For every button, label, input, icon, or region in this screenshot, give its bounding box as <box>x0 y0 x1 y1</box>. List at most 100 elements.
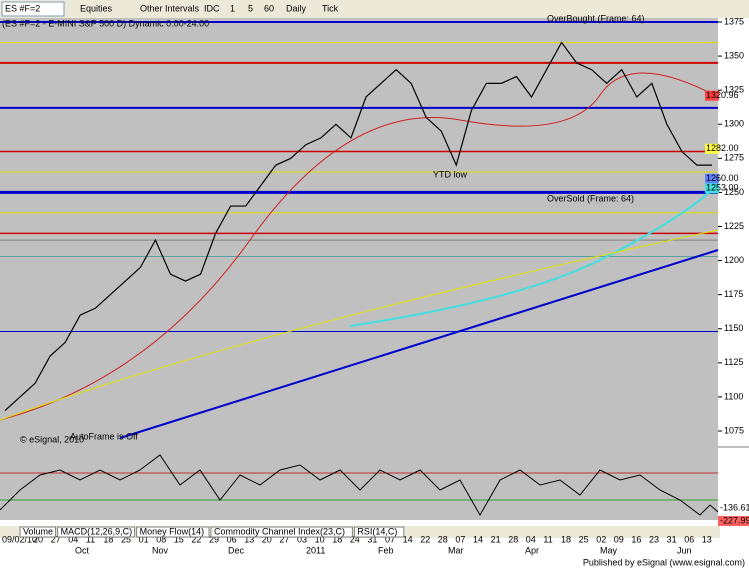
toolbar-button[interactable]: Daily <box>286 3 307 13</box>
toolbar-button[interactable]: 5 <box>248 3 253 13</box>
toolbar-button[interactable]: 1 <box>230 3 235 13</box>
oscillator-panel <box>0 448 718 520</box>
date-label: 13 <box>702 534 712 544</box>
date-label: 14 <box>473 534 483 544</box>
level-box <box>705 173 719 184</box>
date-label: 07 <box>385 534 395 544</box>
month-label: Dec <box>228 545 245 555</box>
price-tick-label: 1150 <box>724 323 743 333</box>
date-label: 18 <box>103 534 113 544</box>
indicator-tab[interactable] <box>19 526 57 538</box>
month-label: May <box>600 545 618 555</box>
price-tick-label: 1125 <box>724 357 743 367</box>
date-label: 11 <box>543 534 552 544</box>
date-label: 06 <box>684 534 694 544</box>
price-line <box>4 41 712 411</box>
indicator-tab-label[interactable]: Volume <box>23 526 53 536</box>
trend-line <box>119 249 719 439</box>
symbol[interactable]: ES #F=2 <box>5 3 40 13</box>
indicator-tab-label[interactable]: Money Flow(14) <box>140 526 205 536</box>
month-label: Nov <box>152 545 169 555</box>
date-label: 25 <box>121 534 131 544</box>
level-label: 1320.96 <box>706 90 739 100</box>
price-axis <box>718 18 749 520</box>
price-tick-label: 1250 <box>724 187 744 197</box>
level-label: 1282.00 <box>706 143 739 153</box>
indicator-tab[interactable] <box>136 526 210 538</box>
date-label: 10 <box>315 534 325 544</box>
date-label: 31 <box>367 534 377 544</box>
level-box <box>705 90 719 101</box>
indicator-tab[interactable] <box>57 526 136 538</box>
date-label: 22 <box>191 534 201 544</box>
price-tick-label: 1325 <box>724 85 744 95</box>
date-label: 04 <box>526 534 536 544</box>
date-label: 06 <box>227 534 237 544</box>
moving-average <box>349 184 719 327</box>
date-label: 09/02/10 <box>2 534 37 544</box>
osc-label-box <box>718 516 749 526</box>
symbol-box[interactable] <box>1 1 65 17</box>
annotation: YTD low <box>433 169 468 179</box>
date-label: 24 <box>350 534 360 544</box>
date-label: 01 <box>139 534 149 544</box>
toolbar-button[interactable]: Equities <box>80 3 113 13</box>
date-label: 27 <box>51 534 61 544</box>
date-label: 07 <box>455 534 465 544</box>
annotation: © eSignal, 2010 <box>20 434 84 444</box>
date-label: 20 <box>262 534 272 544</box>
footer: Published by eSignal (www.esignal.com) <box>583 557 745 567</box>
toolbar-button[interactable]: Other Intervals <box>140 3 200 13</box>
date-label: 18 <box>561 534 571 544</box>
date-label: 14 <box>403 534 413 544</box>
date-label: 29 <box>209 534 219 544</box>
month-label: Mar <box>448 545 464 555</box>
date-label: 15 <box>174 534 184 544</box>
indicator-tab-label[interactable]: MACD(12,26,9,C) <box>61 526 133 536</box>
price-tick-label: 1175 <box>724 289 743 299</box>
date-label: 27 <box>279 534 289 544</box>
price-tick-label: 1075 <box>724 425 744 435</box>
annotation: OverBought (Frame: 64) <box>547 13 645 23</box>
date-label: 31 <box>667 534 677 544</box>
indicator-tab-label[interactable]: RSI(14,C) <box>357 526 397 536</box>
month-label: Oct <box>75 545 90 555</box>
toolbar-button[interactable]: 60 <box>264 3 274 13</box>
toolbar-button[interactable]: IDC <box>204 3 220 13</box>
level-label: 1260.00 <box>706 173 739 183</box>
month-label: 2011 <box>306 545 325 555</box>
month-label: Jun <box>677 545 692 555</box>
moving-average <box>0 229 719 421</box>
indicator-tab[interactable] <box>210 526 353 538</box>
annotation: OverSold (Frame: 64) <box>547 193 634 203</box>
price-tick-label: 1100 <box>724 391 743 401</box>
indicator-tab-label[interactable]: Commodity Channel Index(23,C) <box>214 526 345 536</box>
price-tick-label: 1300 <box>724 119 744 129</box>
price-tick-label: 1350 <box>724 50 744 60</box>
indicator-tab[interactable] <box>353 526 405 538</box>
price-tick-label: 1275 <box>724 153 744 163</box>
date-label: 22 <box>420 534 430 544</box>
date-label: 16 <box>631 534 641 544</box>
date-label: 23 <box>649 534 659 544</box>
date-label: 09 <box>614 534 624 544</box>
moving-average <box>0 72 719 421</box>
month-label: Apr <box>525 545 539 555</box>
date-label: 08 <box>156 534 166 544</box>
annotation: AutoFrame is Off <box>70 431 138 441</box>
date-label: 13 <box>244 534 254 544</box>
price-panel <box>0 18 718 446</box>
date-label: 28 <box>508 534 518 544</box>
price-tick-label: 1375 <box>724 16 744 26</box>
date-label: 28 <box>438 534 448 544</box>
date-label: 25 <box>579 534 589 544</box>
date-label: 02 <box>596 534 606 544</box>
toolbar-button[interactable]: Tick <box>322 3 339 13</box>
price-tick-label: 1225 <box>724 221 744 231</box>
level-box <box>705 183 719 194</box>
date-label: 03 <box>297 534 307 544</box>
chart-title: (ES #F=2 - E-MINI S&P 500 D) Dynamic 0:0… <box>2 18 209 28</box>
date-label: 11 <box>86 534 95 544</box>
